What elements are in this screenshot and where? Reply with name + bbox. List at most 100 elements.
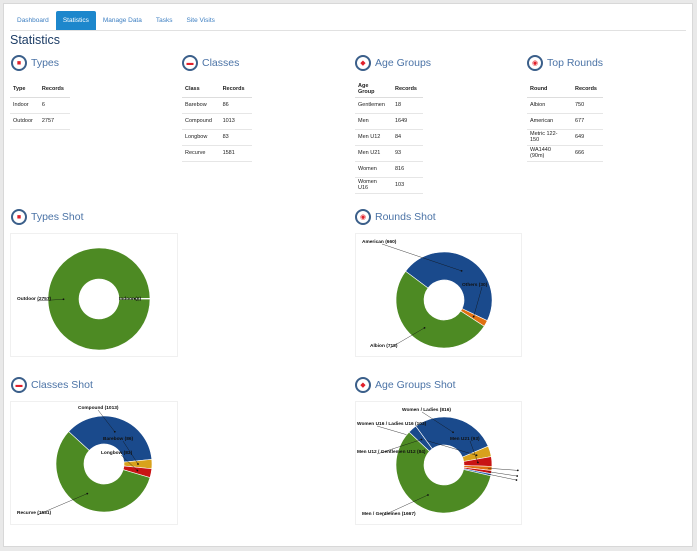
column-header: Round (527, 81, 572, 98)
tab-manage-data[interactable]: Manage Data (102, 17, 142, 24)
table-cell: Gentlemen (355, 97, 392, 114)
trash-icon: ■ (11, 55, 27, 71)
leader-line (389, 327, 425, 349)
column-header: Records (219, 81, 252, 98)
data-label: Women / Ladies (816) (402, 407, 451, 413)
pie-slice[interactable] (405, 251, 493, 322)
table-row: WA1440 (90m) 666 (527, 145, 603, 162)
top-rounds-table: Round Records Albion 750 American 677 Metr… (527, 81, 603, 162)
column-header: Records (571, 81, 603, 98)
table-row: Gentlemen 18 (355, 97, 423, 114)
leader-dot (423, 326, 426, 329)
leader-line (469, 440, 479, 463)
classes-shot-header: ▬ Classes Shot (11, 377, 93, 393)
data-label: Women U16 / Ladies U16 (103) (357, 421, 427, 427)
table-row: Indoor 6 (10, 97, 70, 114)
table-header-row: Age Group Records (355, 81, 423, 98)
tab-tasks[interactable]: Tasks (155, 17, 173, 24)
leader-dot (452, 431, 454, 434)
table-cell: 1581 (219, 145, 252, 162)
types-shot-chart: Outdoor (2757) Indoor (6) (10, 233, 178, 357)
data-label: Men U12 / Gentlemen U12 (84) (357, 449, 426, 455)
tab-dashboard[interactable]: Dashboard (17, 17, 49, 24)
age-groups-shot-title: Age Groups Shot (375, 379, 456, 391)
data-label: Men U21 (93) (450, 436, 480, 442)
leader-line (36, 493, 88, 516)
trash-icon: ■ (11, 209, 27, 225)
leader-line (473, 286, 483, 317)
column-header: Type (10, 81, 39, 98)
leader-line (487, 471, 518, 477)
pie-slice[interactable] (68, 415, 153, 463)
column-header: Records (391, 81, 423, 98)
classes-title: Classes (202, 57, 240, 69)
folder-icon: ▬ (182, 55, 198, 71)
table-cell: 649 (571, 129, 603, 146)
app-frame: Dashboard Statistics Manage Data Tasks S… (3, 3, 693, 547)
tab-statistics[interactable]: Statistics (55, 11, 96, 30)
top-rounds-title: Top Rounds (547, 57, 604, 69)
table-row: Metric 122-150 649 (527, 129, 603, 146)
column-header: Class (182, 81, 220, 98)
table-cell: 93 (391, 145, 423, 162)
age-groups-table: Age Group Records Gentlemen 18 Men 1649 Me… (355, 81, 423, 194)
classes-header: ▬ Classes (182, 55, 239, 71)
table-cell: 18 (391, 97, 423, 114)
tab-site-visits[interactable]: Site Visits (186, 17, 215, 24)
leader-line (487, 468, 518, 471)
data-label: Barebow (86) (103, 436, 134, 442)
page-title: Statistics (10, 33, 61, 47)
tab-divider (10, 30, 686, 31)
table-cell: 6 (38, 97, 70, 114)
table-cell: Men (355, 113, 392, 130)
data-label: Indoor (6) (119, 296, 142, 302)
table-row: Men U12 84 (355, 129, 423, 146)
table-cell: 103 (391, 177, 423, 194)
leader-dot (427, 494, 429, 496)
age-groups-shot-svg: Women / Ladies (816) Women U16 / Ladies U… (357, 407, 519, 517)
pie-slice[interactable] (47, 247, 151, 351)
classes-shot-title: Classes Shot (31, 379, 93, 391)
folder-icon: ▬ (11, 377, 27, 393)
table-cell: 750 (571, 97, 603, 114)
age-groups-shot-header: ◆ Age Groups Shot (355, 377, 456, 393)
age-groups-title: Age Groups (375, 57, 432, 69)
leader-dot (460, 269, 463, 272)
types-shot-title: Types Shot (31, 211, 84, 223)
column-header: Age Group (355, 81, 392, 98)
pie-slice[interactable] (408, 425, 433, 452)
leader-dot (420, 438, 423, 441)
table-cell: Women (355, 161, 392, 178)
data-label: Men / Gentlemen (1667) (362, 511, 416, 517)
leader-dot (477, 461, 479, 464)
top-rounds-header: ◉ Top Rounds (527, 55, 603, 71)
table-row: Women 816 (355, 161, 423, 178)
age-groups-header: ◆ Age Groups (355, 55, 431, 71)
leader-line (376, 439, 422, 455)
table-cell: Men U12 (355, 129, 392, 146)
table-row: Men U21 93 (355, 145, 423, 162)
tag-icon: ◆ (355, 377, 371, 393)
table-cell: Indoor (10, 97, 39, 114)
pie-slice[interactable] (395, 270, 485, 349)
rounds-shot-chart: American (660) Others (30) Albion (718) (355, 233, 522, 357)
table-header-row: Class Records (182, 81, 252, 98)
pie-slice[interactable] (395, 431, 492, 514)
classes-table: Class Records Barebow 86 Compound 1013 Lon… (182, 81, 252, 162)
table-cell: 86 (219, 97, 252, 114)
leader-dot (475, 454, 478, 457)
table-cell: Compound (182, 113, 220, 130)
data-label: American (660) (362, 239, 397, 245)
pie-slice[interactable] (55, 431, 151, 513)
pie-slice[interactable] (415, 416, 489, 458)
leader-line (122, 440, 139, 465)
table-row: Recurve 1581 (182, 145, 252, 162)
table-cell: Barebow (182, 97, 220, 114)
target-icon: ◉ (355, 209, 371, 225)
leader-line (381, 494, 429, 517)
table-cell: Men U21 (355, 145, 392, 162)
types-title: Types (31, 57, 60, 69)
table-row: Longbow 83 (182, 129, 252, 146)
table-cell: 816 (391, 161, 423, 178)
leader-dot (515, 479, 518, 481)
